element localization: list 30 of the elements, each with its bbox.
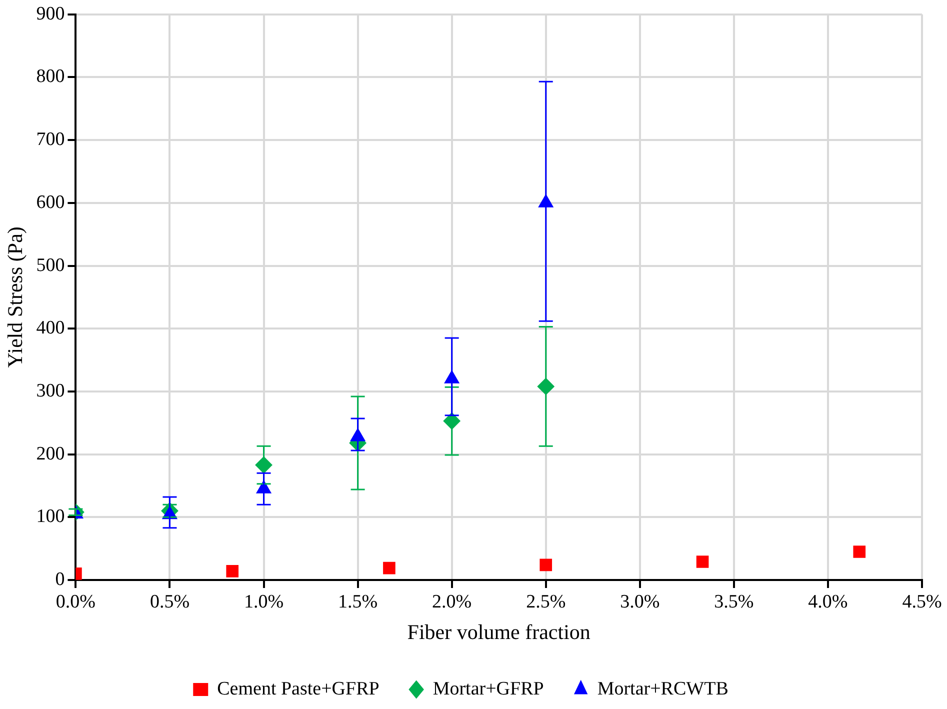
y-tick-label: 700 [36,129,65,150]
y-axis-title: Yield Stress (Pa) [3,226,28,368]
y-tick-label: 100 [36,506,65,528]
x-tick-label: 4.5% [902,591,942,612]
y-tick-label: 200 [36,443,65,464]
x-tick-label: 1.0% [244,591,284,612]
x-tick-label: 4.0% [808,591,848,612]
point [540,558,552,572]
x-tick-label: 0.0% [56,591,96,612]
x-axis-title: Fiber volume fraction [407,620,591,644]
point [696,556,709,568]
x-tick-label: 3.0% [620,591,660,612]
point [853,546,866,558]
x-tick-label: 0.5% [150,591,190,612]
y-tick-label: 400 [36,318,65,339]
y-tick-label: 0 [55,568,65,590]
y-tick-label: 900 [36,3,65,24]
x-tick-label: 2.5% [526,591,566,612]
legend-label: Cement Paste+GFRP [217,678,380,700]
point [383,562,396,574]
x-tick-label: 3.5% [714,591,754,612]
x-tick-label: 2.0% [432,591,472,612]
y-tick-label: 800 [36,66,65,88]
y-tick-label: 600 [36,192,65,213]
y-tick-label: 300 [36,380,65,402]
x-tick-label: 1.5% [338,591,378,612]
legend-label: Mortar+RCWTB [597,678,728,700]
y-tick-label: 500 [36,254,65,276]
legend-label: Mortar+GFRP [432,678,544,700]
point [226,565,239,578]
